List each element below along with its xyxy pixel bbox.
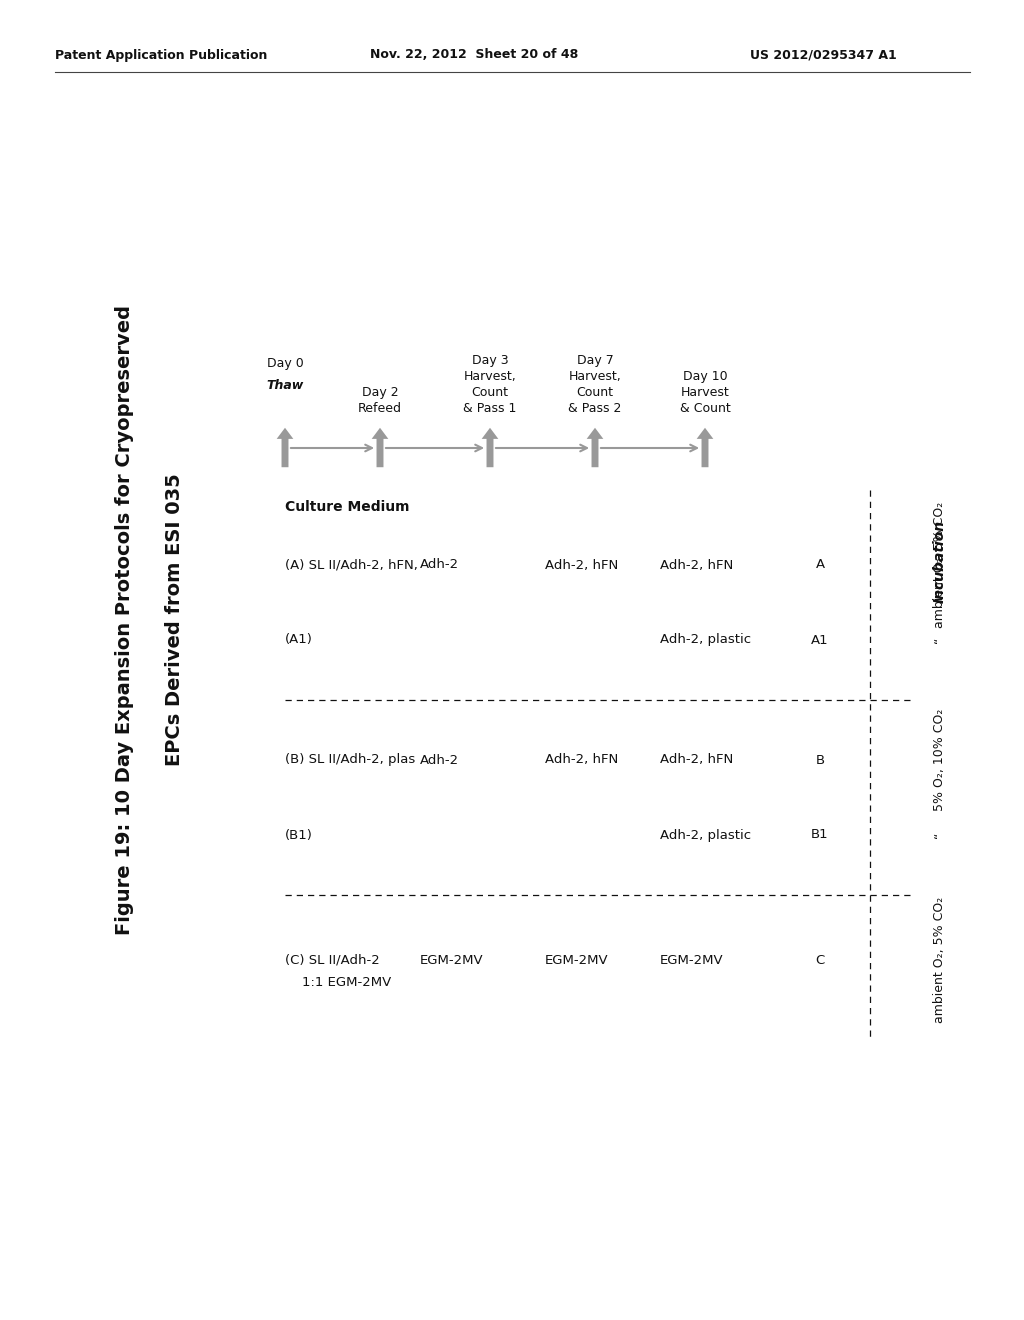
Text: “: “ [934,636,946,643]
Text: A: A [815,558,824,572]
Text: (B1): (B1) [285,829,313,842]
Text: EPCs Derived from ESI 035: EPCs Derived from ESI 035 [166,474,184,767]
Text: Day 3
Harvest,
Count
& Pass 1: Day 3 Harvest, Count & Pass 1 [463,354,517,414]
Text: Adh-2, hFN: Adh-2, hFN [545,558,618,572]
Text: (A) SL II/Adh-2, hFN,: (A) SL II/Adh-2, hFN, [285,558,418,572]
Text: Adh-2, plastic: Adh-2, plastic [660,634,752,647]
Text: “: “ [934,832,946,838]
Text: (B) SL II/Adh-2, plas: (B) SL II/Adh-2, plas [285,754,416,767]
Text: Day 2
Refeed: Day 2 Refeed [358,385,402,414]
Text: Culture Medium: Culture Medium [285,500,410,513]
Text: Adh-2, hFN: Adh-2, hFN [660,754,733,767]
Text: Adh-2, plastic: Adh-2, plastic [660,829,752,842]
Text: Incubation: Incubation [933,520,947,603]
Text: A1: A1 [811,634,828,647]
Text: Adh-2: Adh-2 [420,754,459,767]
Text: Day 7
Harvest,
Count
& Pass 2: Day 7 Harvest, Count & Pass 2 [568,354,622,414]
Text: Day 10
Harvest
& Count: Day 10 Harvest & Count [680,370,730,414]
Text: US 2012/0295347 A1: US 2012/0295347 A1 [750,49,897,62]
Text: Adh-2, hFN: Adh-2, hFN [545,754,618,767]
Text: EGM-2MV: EGM-2MV [545,953,608,966]
Text: 1:1 EGM-2MV: 1:1 EGM-2MV [285,975,391,989]
Text: 5% O₂, 10% CO₂: 5% O₂, 10% CO₂ [934,709,946,812]
Text: Adh-2, hFN: Adh-2, hFN [660,558,733,572]
Text: ambient O₂, 5% CO₂: ambient O₂, 5% CO₂ [934,502,946,628]
Text: Figure 19: 10 Day Expansion Protocols for Cryopreserved: Figure 19: 10 Day Expansion Protocols fo… [116,305,134,935]
Text: B: B [815,754,824,767]
Text: Adh-2: Adh-2 [420,558,459,572]
Text: Nov. 22, 2012  Sheet 20 of 48: Nov. 22, 2012 Sheet 20 of 48 [370,49,579,62]
Text: EGM-2MV: EGM-2MV [420,953,483,966]
Text: Day 0: Day 0 [266,356,303,370]
Text: ambient O₂, 5% CO₂: ambient O₂, 5% CO₂ [934,896,946,1023]
Text: Thaw: Thaw [266,379,304,392]
Text: (A1): (A1) [285,634,313,647]
Text: (C) SL II/Adh-2: (C) SL II/Adh-2 [285,953,380,966]
Text: Patent Application Publication: Patent Application Publication [55,49,267,62]
Text: B1: B1 [811,829,828,842]
Text: EGM-2MV: EGM-2MV [660,953,724,966]
Text: C: C [815,953,824,966]
